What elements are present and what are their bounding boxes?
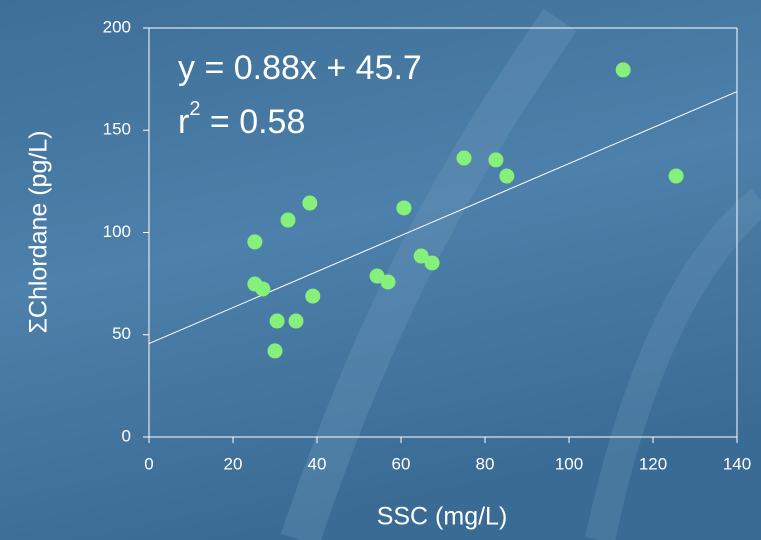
data-point xyxy=(424,255,440,271)
y-tick-label: 0 xyxy=(122,426,131,445)
data-point xyxy=(488,152,504,168)
r-squared: r2 = 0.58 xyxy=(178,98,305,141)
x-tick-label: 140 xyxy=(723,454,751,473)
superscript: 2 xyxy=(189,98,200,120)
data-point xyxy=(615,62,631,78)
y-axis-title: ΣChlordane (pg/L) xyxy=(25,130,53,333)
y-tick-label: 100 xyxy=(103,222,131,241)
data-point xyxy=(267,343,283,359)
x-tick-label: 0 xyxy=(144,454,153,473)
x-tick-label: 40 xyxy=(308,454,327,473)
data-point xyxy=(380,274,396,290)
r-symbol: r xyxy=(178,103,189,141)
y-tick-label: 200 xyxy=(103,17,131,36)
data-point xyxy=(255,281,271,297)
data-point xyxy=(280,212,296,228)
x-tick-label: 100 xyxy=(555,454,583,473)
r-value: = 0.58 xyxy=(200,103,305,141)
trendline xyxy=(148,91,738,345)
x-tick-label: 20 xyxy=(224,454,243,473)
x-tick-label: 120 xyxy=(639,454,667,473)
background-wave xyxy=(281,8,577,540)
x-axis-title: SSC (mg/L) xyxy=(377,503,508,531)
x-tick-label: 60 xyxy=(392,454,411,473)
data-point xyxy=(247,234,263,250)
x-tick-label: 80 xyxy=(476,454,495,473)
data-point xyxy=(413,248,429,264)
data-point xyxy=(288,313,304,329)
data-point xyxy=(305,288,321,304)
data-point xyxy=(396,200,412,216)
data-point xyxy=(269,313,285,329)
data-point xyxy=(456,150,472,166)
y-tick-label: 50 xyxy=(112,324,131,343)
y-tick-label: 150 xyxy=(103,120,131,139)
data-point xyxy=(302,195,318,211)
data-point xyxy=(668,168,684,184)
data-point xyxy=(499,168,515,184)
trend-equation: y = 0.88x + 45.7 xyxy=(178,49,422,87)
